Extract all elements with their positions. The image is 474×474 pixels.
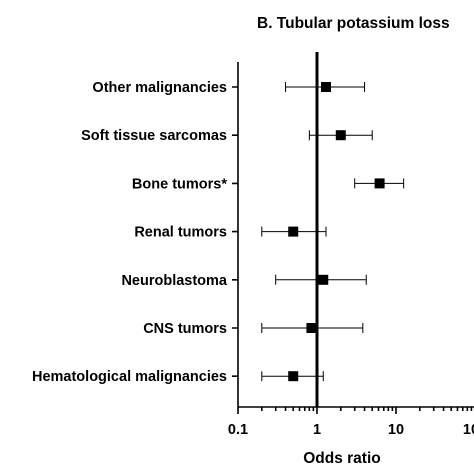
x-axis-label: Odds ratio <box>303 450 381 467</box>
error-bars <box>261 82 405 382</box>
odds-ratio-marker <box>321 82 332 92</box>
category-label: CNS tumors <box>143 321 227 337</box>
x-tick-label: 100 <box>463 422 474 438</box>
x-tick-label: 10 <box>388 422 404 438</box>
category-label: Other malignancies <box>92 80 227 96</box>
category-label: Neuroblastoma <box>121 273 227 289</box>
odds-ratio-marker <box>335 130 346 141</box>
category-label: Bone tumors* <box>132 176 227 192</box>
category-labels: Other malignancies Soft tissue sarcomas Bo… <box>32 80 228 385</box>
odds-ratio-marker <box>318 274 329 285</box>
x-axis <box>237 406 474 414</box>
category-label: Renal tumors <box>134 225 227 241</box>
odds-ratio-marker <box>288 371 299 382</box>
odds-ratio-points <box>288 82 385 382</box>
category-label: Hematological malignancies <box>32 369 227 385</box>
x-tick-label: 0.1 <box>228 422 248 438</box>
x-ticks: 0.1 1 10 100 <box>228 422 474 438</box>
category-label: Soft tissue sarcomas <box>81 128 227 144</box>
y-axis <box>232 62 239 407</box>
odds-ratio-marker <box>306 323 317 333</box>
odds-ratio-marker <box>374 178 385 189</box>
chart-title: B. Tubular potassium loss <box>257 15 450 32</box>
odds-ratio-marker <box>288 226 299 237</box>
x-tick-label: 1 <box>313 422 321 438</box>
